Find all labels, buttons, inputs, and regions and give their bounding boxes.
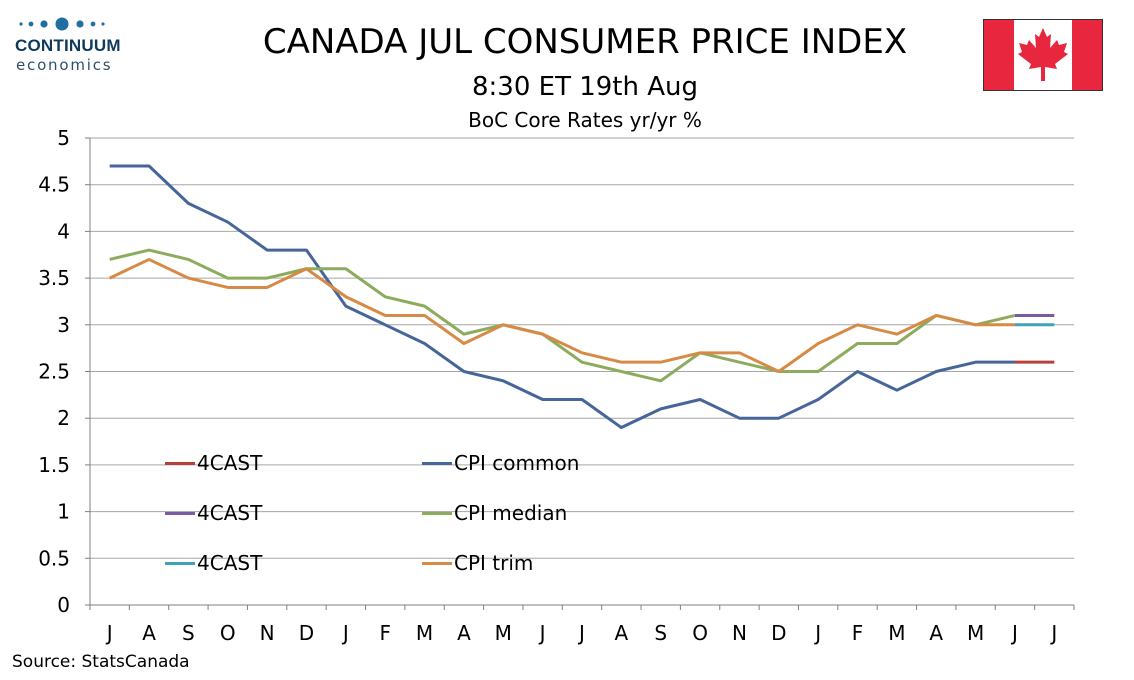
legend-label: CPI trim [454, 551, 534, 575]
y-tick-label: 1.5 [38, 453, 70, 477]
series-line-cpi-trim [109, 257, 1015, 373]
x-tick-label: A [142, 621, 156, 645]
canada-flag-icon [983, 19, 1103, 91]
legend-swatch [165, 512, 195, 515]
y-tick-label: 0 [57, 593, 70, 617]
x-tick-label: O [692, 621, 708, 645]
tick-labels: 00.511.522.533.544.55J A S O N D J F M A M J J A S O N D J… [38, 126, 1057, 645]
x-tick-label: D [299, 621, 314, 645]
y-tick-label: 2 [57, 406, 70, 430]
legend-swatch [422, 512, 452, 515]
gridlines [90, 137, 1074, 559]
x-tick-label: A [929, 621, 943, 645]
x-tick-label: J [813, 621, 821, 645]
legend-label: CPI common [454, 451, 580, 475]
legend-swatch [422, 562, 452, 565]
x-tick-label: J [577, 621, 585, 645]
legend-label: 4CAST [197, 451, 263, 475]
legend-swatch [165, 462, 195, 465]
x-tick-label: O [220, 621, 236, 645]
y-tick-label: 1 [57, 500, 70, 524]
series-line-cpi-median [109, 248, 1016, 383]
x-tick-label: J [341, 621, 349, 645]
x-tick-label: M [967, 621, 984, 645]
legend-swatch [165, 562, 195, 565]
x-tick-label: M [888, 621, 905, 645]
legend-label: 4CAST [197, 501, 263, 525]
y-tick-label: 3.5 [38, 266, 70, 290]
logo-wordmark: CONTINUUM [15, 36, 121, 55]
release-time: 8:30 ET 19th Aug [471, 72, 698, 102]
y-tick-label: 2.5 [38, 360, 70, 384]
series-lines [109, 164, 1055, 430]
x-tick-label: D [771, 621, 786, 645]
axes [85, 137, 1075, 610]
x-tick-label: A [457, 621, 471, 645]
x-tick-label: F [379, 621, 391, 645]
x-tick-label: N [260, 621, 275, 645]
x-tick-label: F [852, 621, 864, 645]
chart-title: CANADA JUL CONSUMER PRICE INDEX [262, 22, 908, 62]
x-tick-label: J [105, 621, 113, 645]
logo-dots-icon [19, 17, 105, 31]
legend-label: CPI median [454, 501, 568, 525]
x-tick-label: S [182, 621, 195, 645]
x-tick-label: A [615, 621, 629, 645]
continuum-economics-logo: CONTINUUM economics [14, 14, 144, 76]
x-tick-label: S [654, 621, 667, 645]
x-tick-label: J [538, 621, 546, 645]
source-note: Source: StatsCanada [12, 652, 190, 672]
y-tick-label: 5 [57, 126, 70, 150]
y-tick-label: 4.5 [38, 173, 70, 197]
x-tick-label: J [1049, 621, 1057, 645]
logo-tagline: economics [16, 56, 113, 74]
chart-subtitle: BoC Core Rates yr/yr % [468, 108, 702, 132]
x-tick-label: N [732, 621, 747, 645]
y-tick-label: 0.5 [38, 546, 70, 570]
legend-label: 4CAST [197, 551, 263, 575]
x-tick-label: M [416, 621, 433, 645]
legend-swatch [422, 462, 452, 465]
x-tick-label: J [1010, 621, 1018, 645]
y-tick-label: 3 [57, 313, 70, 337]
y-tick-label: 4 [57, 219, 70, 243]
x-tick-label: M [495, 621, 512, 645]
series-line-cpi-common [109, 164, 1015, 430]
